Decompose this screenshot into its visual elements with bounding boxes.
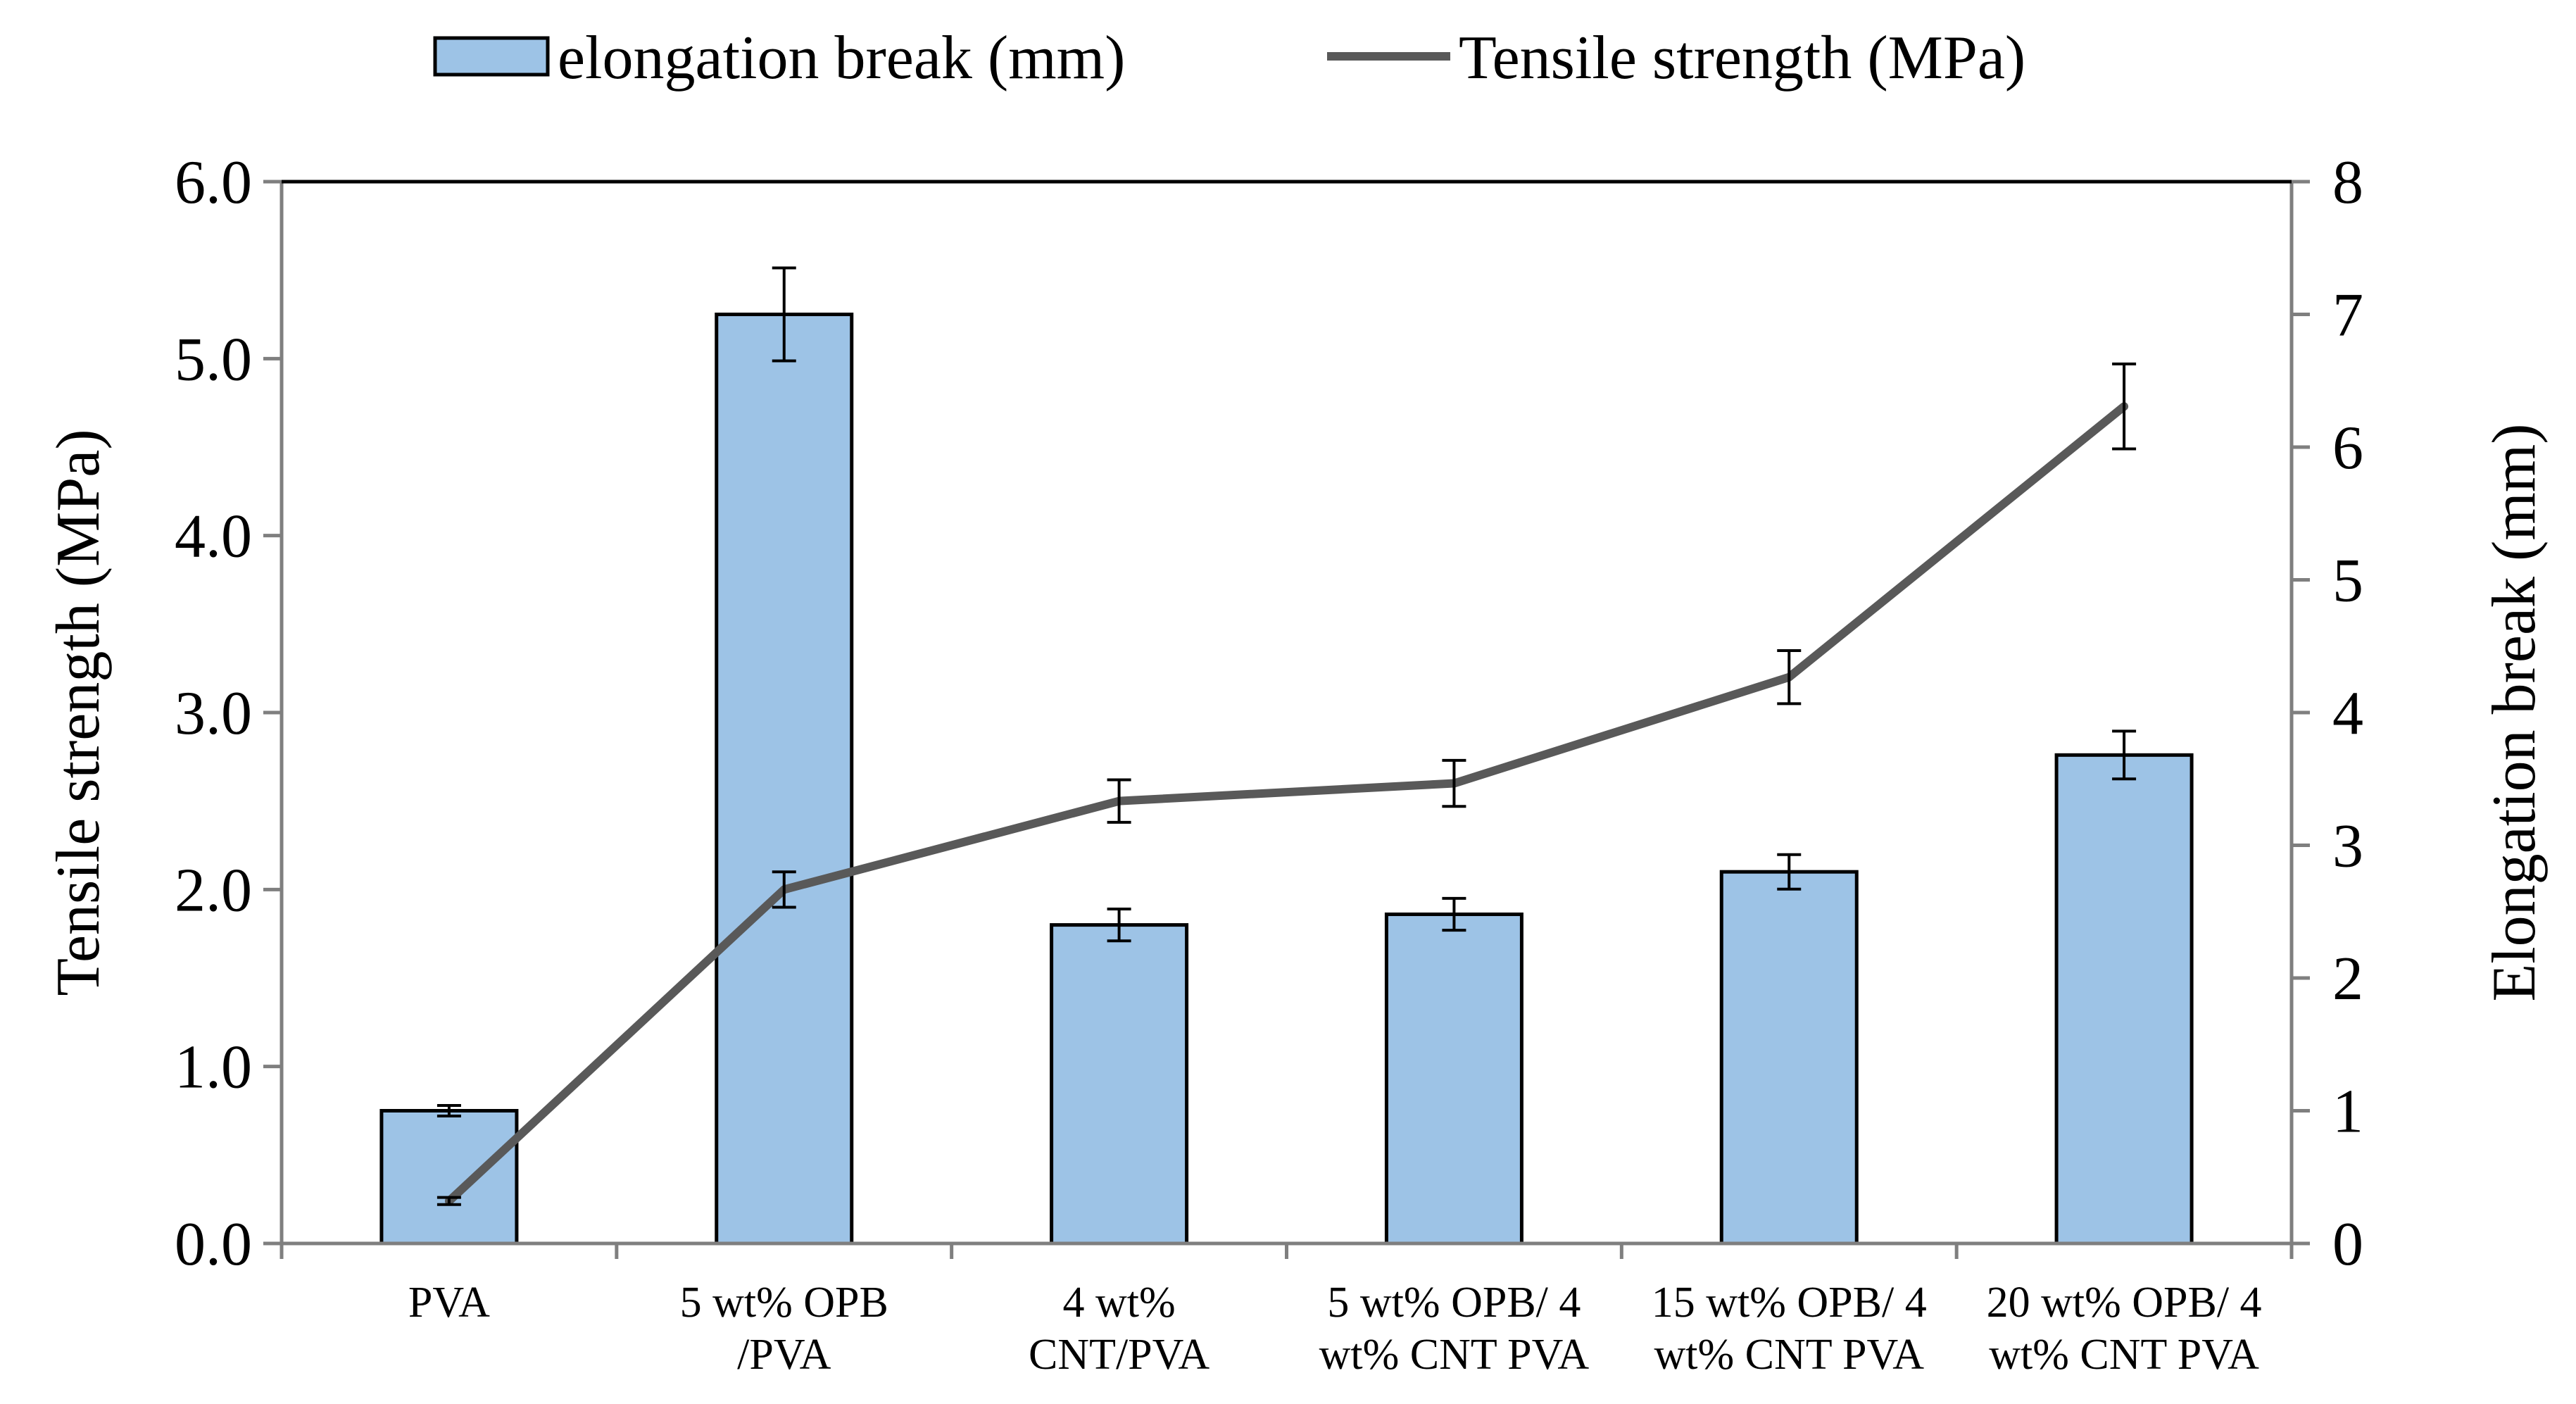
category-label-2-line-0: 4 wt% — [1063, 1279, 1176, 1327]
category-label-1: 5 wt% OPB/PVA — [680, 1279, 888, 1379]
category-label-0-line-0: PVA — [408, 1279, 490, 1327]
left-tick-label-4: 4.0 — [175, 503, 252, 571]
left-tick-label-3: 3.0 — [175, 679, 252, 748]
tensile-strength-line — [444, 402, 2129, 1205]
bar-0 — [379, 1109, 519, 1246]
line-error-4 — [1777, 649, 1802, 706]
legend-label-bars: elongation break (mm) — [558, 24, 1125, 92]
left-tick-label-2: 2.0 — [175, 856, 252, 924]
right-tick-label-1: 1 — [2332, 1078, 2363, 1146]
left-tick-label-6: 6.0 — [175, 149, 252, 217]
bar-error-4 — [1777, 853, 1802, 891]
line-error-2 — [1107, 778, 1131, 824]
category-label-1-line-1: /PVA — [737, 1331, 831, 1379]
category-label-5: 20 wt% OPB/ 4 wt% CNT PVA — [1987, 1279, 2262, 1379]
bar-1 — [715, 313, 854, 1246]
bar-error-1 — [772, 266, 796, 363]
right-axis-title: Elongation break (mm) — [2480, 423, 2549, 1001]
category-label-2: 4 wt% CNT/PVA — [1029, 1279, 1210, 1379]
category-label-0: PVA — [408, 1279, 490, 1327]
category-label-5-line-1: wt% CNT PVA — [1989, 1331, 2259, 1379]
legend: elongation break (mm) Tensile strength (M… — [433, 24, 2025, 92]
line-error-1 — [772, 870, 796, 909]
bar-2 — [1050, 923, 1189, 1246]
line-error-5 — [2112, 362, 2137, 451]
bar-4 — [1719, 870, 1859, 1246]
right-tick-label-2: 2 — [2332, 945, 2363, 1013]
bar-error-5 — [2112, 729, 2137, 781]
category-label-5-line-0: 20 wt% OPB/ 4 — [1987, 1279, 2262, 1327]
category-label-1-line-0: 5 wt% OPB — [680, 1279, 888, 1327]
axes: 0.0 1.0 2.0 3.0 4.0 5.0 6.0 0 1 2 3 4 5 6 7 8 PVA 5 wt% O… — [44, 149, 2549, 1379]
category-label-3: 5 wt% OPB/ 4 wt% CNT PVA — [1319, 1279, 1590, 1379]
category-label-3-line-0: 5 wt% OPB/ 4 — [1327, 1279, 1581, 1327]
bar-5 — [2054, 753, 2194, 1246]
line-error-3 — [1442, 758, 1466, 808]
category-label-4-line-0: 15 wt% OPB/ 4 — [1652, 1279, 1927, 1327]
bar-error-2 — [1107, 907, 1131, 943]
left-tick-label-0: 0.0 — [175, 1210, 252, 1279]
bar-error-3 — [1442, 896, 1466, 932]
left-axis-title: Tensile strength (MPa) — [44, 429, 113, 996]
category-label-3-line-1: wt% CNT PVA — [1319, 1331, 1590, 1379]
line-error-0 — [436, 1196, 461, 1206]
bar-error-0 — [436, 1103, 461, 1118]
left-tick-label-5: 5.0 — [175, 325, 252, 394]
category-label-4-line-1: wt% CNT PVA — [1654, 1331, 1924, 1379]
right-tick-label-0: 0 — [2332, 1210, 2363, 1279]
category-label-4: 15 wt% OPB/ 4 wt% CNT PVA — [1652, 1279, 1927, 1379]
category-label-2-line-1: CNT/PVA — [1029, 1331, 1210, 1379]
legend-label-line: Tensile strength (MPa) — [1459, 24, 2025, 92]
legend-swatch-bars — [433, 36, 550, 77]
plot-area — [379, 266, 2194, 1246]
right-tick-label-3: 3 — [2332, 813, 2363, 881]
right-tick-label-7: 7 — [2332, 282, 2363, 350]
right-tick-label-8: 8 — [2332, 149, 2363, 217]
right-tick-label-6: 6 — [2332, 414, 2363, 482]
left-tick-label-1: 1.0 — [175, 1034, 252, 1102]
right-tick-label-4: 4 — [2332, 679, 2363, 748]
bar-3 — [1384, 913, 1523, 1246]
right-tick-label-5: 5 — [2332, 547, 2363, 615]
